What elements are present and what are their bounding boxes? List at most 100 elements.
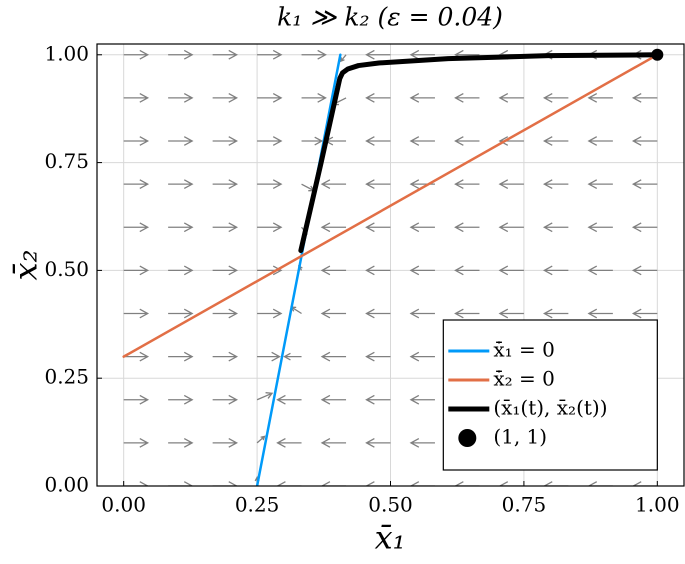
- quiver-arrow: [409, 93, 435, 103]
- quiver-arrow: [212, 265, 239, 276]
- quiver-arrow: [123, 136, 150, 146]
- legend-label: (x̄₁(t), x̄₂(t)): [493, 396, 607, 420]
- quiver-arrow: [498, 265, 524, 276]
- y-tick-label: 0.00: [44, 473, 89, 497]
- point-marker: [651, 48, 664, 61]
- quiver-arrow: [257, 351, 281, 362]
- quiver-arrow: [168, 265, 194, 276]
- quiver-arrow: [320, 394, 347, 405]
- quiver-arrow: [301, 136, 324, 146]
- quiver-arrow: [365, 49, 391, 60]
- quiver-arrow: [256, 392, 274, 401]
- quiver-arrow: [498, 179, 524, 190]
- chart-title: k₁ ≫ k₂ (ε = 0.04): [277, 3, 503, 32]
- quiver-arrow: [365, 481, 391, 486]
- quiver-arrow: [257, 49, 283, 60]
- quiver-arrow: [498, 93, 524, 103]
- quiver-arrow: [123, 394, 150, 405]
- quiver-arrow: [212, 222, 239, 233]
- quiver-arrow: [409, 481, 435, 486]
- quiver-arrow: [257, 308, 283, 319]
- quiver-arrow: [409, 136, 435, 146]
- y-axis-label: x̄₂: [7, 250, 45, 281]
- quiver-arrow: [339, 54, 347, 63]
- quiver-arrow: [276, 481, 302, 486]
- quiver-arrow: [631, 481, 658, 486]
- quiver-arrow: [542, 136, 569, 146]
- quiver-arrow: [168, 136, 194, 146]
- quiver-arrow: [631, 222, 658, 233]
- quiver-arrow: [212, 136, 239, 146]
- x-axis-label: x̄₁: [375, 519, 406, 557]
- quiver-arrow: [542, 308, 569, 319]
- quiver-arrow: [168, 351, 194, 362]
- quiver-arrow: [168, 437, 194, 448]
- y-tick-label: 0.75: [44, 149, 89, 173]
- quiver-arrow: [320, 308, 347, 319]
- quiver-arrow: [409, 394, 435, 405]
- quiver-arrow: [542, 93, 569, 103]
- quiver-arrow: [409, 437, 435, 448]
- quiver-arrow: [631, 93, 658, 103]
- quiver-arrow: [365, 136, 391, 146]
- x-tick-label: 0.75: [502, 493, 547, 517]
- quiver-arrow: [631, 308, 658, 319]
- quiver-arrow: [212, 49, 239, 60]
- quiver-arrow: [631, 179, 658, 190]
- legend-marker: [458, 429, 477, 447]
- quiver-arrow: [168, 222, 194, 233]
- quiver-arrow: [123, 93, 150, 103]
- quiver-arrow: [365, 93, 391, 103]
- quiver-arrow: [256, 435, 266, 444]
- quiver-arrow: [123, 179, 150, 190]
- quiver-arrow: [123, 265, 150, 276]
- quiver-arrow: [320, 265, 347, 276]
- quiver-arrow: [320, 222, 347, 233]
- quiver-arrow: [454, 93, 480, 103]
- quiver-arrow: [587, 222, 613, 233]
- series-line: [122, 53, 659, 358]
- quiver-arrow: [542, 481, 569, 486]
- quiver-arrow: [320, 179, 347, 190]
- quiver-arrow: [301, 183, 316, 192]
- quiver-arrow: [123, 351, 150, 362]
- quiver-arrow: [168, 394, 194, 405]
- quiver-arrow: [542, 265, 569, 276]
- quiver-arrow: [365, 394, 391, 405]
- quiver-arrow: [542, 179, 569, 190]
- series-line: [298, 52, 660, 254]
- quiver-arrow: [365, 265, 391, 276]
- legend-box: [442, 319, 658, 471]
- plot-frame: [96, 43, 685, 487]
- quiver-arrow: [454, 265, 480, 276]
- quiver-arrow: [320, 351, 347, 362]
- quiver-arrow: [276, 437, 302, 448]
- series-line: [255, 53, 342, 486]
- legend-label: x̄̇₁ = 0: [493, 338, 555, 362]
- quiver-arrow: [454, 481, 480, 486]
- quiver-arrow: [365, 179, 391, 190]
- quiver-arrow: [123, 49, 150, 60]
- quiver-arrow: [631, 265, 658, 276]
- quiver-arrow: [365, 351, 391, 362]
- quiver-arrow: [320, 481, 347, 486]
- quiver-arrow: [631, 136, 658, 146]
- quiver-arrow: [587, 179, 613, 190]
- quiver-arrow: [168, 49, 194, 60]
- quiver-arrow: [283, 352, 302, 361]
- quiver-arrow: [257, 179, 283, 190]
- quiver-arrow: [587, 481, 613, 486]
- x-tick-label: 0.00: [101, 493, 146, 517]
- quiver-arrow: [587, 93, 613, 103]
- quiver-arrow: [409, 49, 435, 60]
- y-tick-label: 0.50: [44, 257, 89, 281]
- quiver-arrow: [212, 179, 239, 190]
- quiver-arrow: [212, 394, 239, 405]
- quiver-arrow: [365, 437, 391, 448]
- quiver-arrow: [301, 49, 327, 60]
- quiver-arrow: [212, 308, 239, 319]
- y-tick-label: 0.25: [44, 365, 89, 389]
- x-tick-label: 1.00: [635, 493, 680, 517]
